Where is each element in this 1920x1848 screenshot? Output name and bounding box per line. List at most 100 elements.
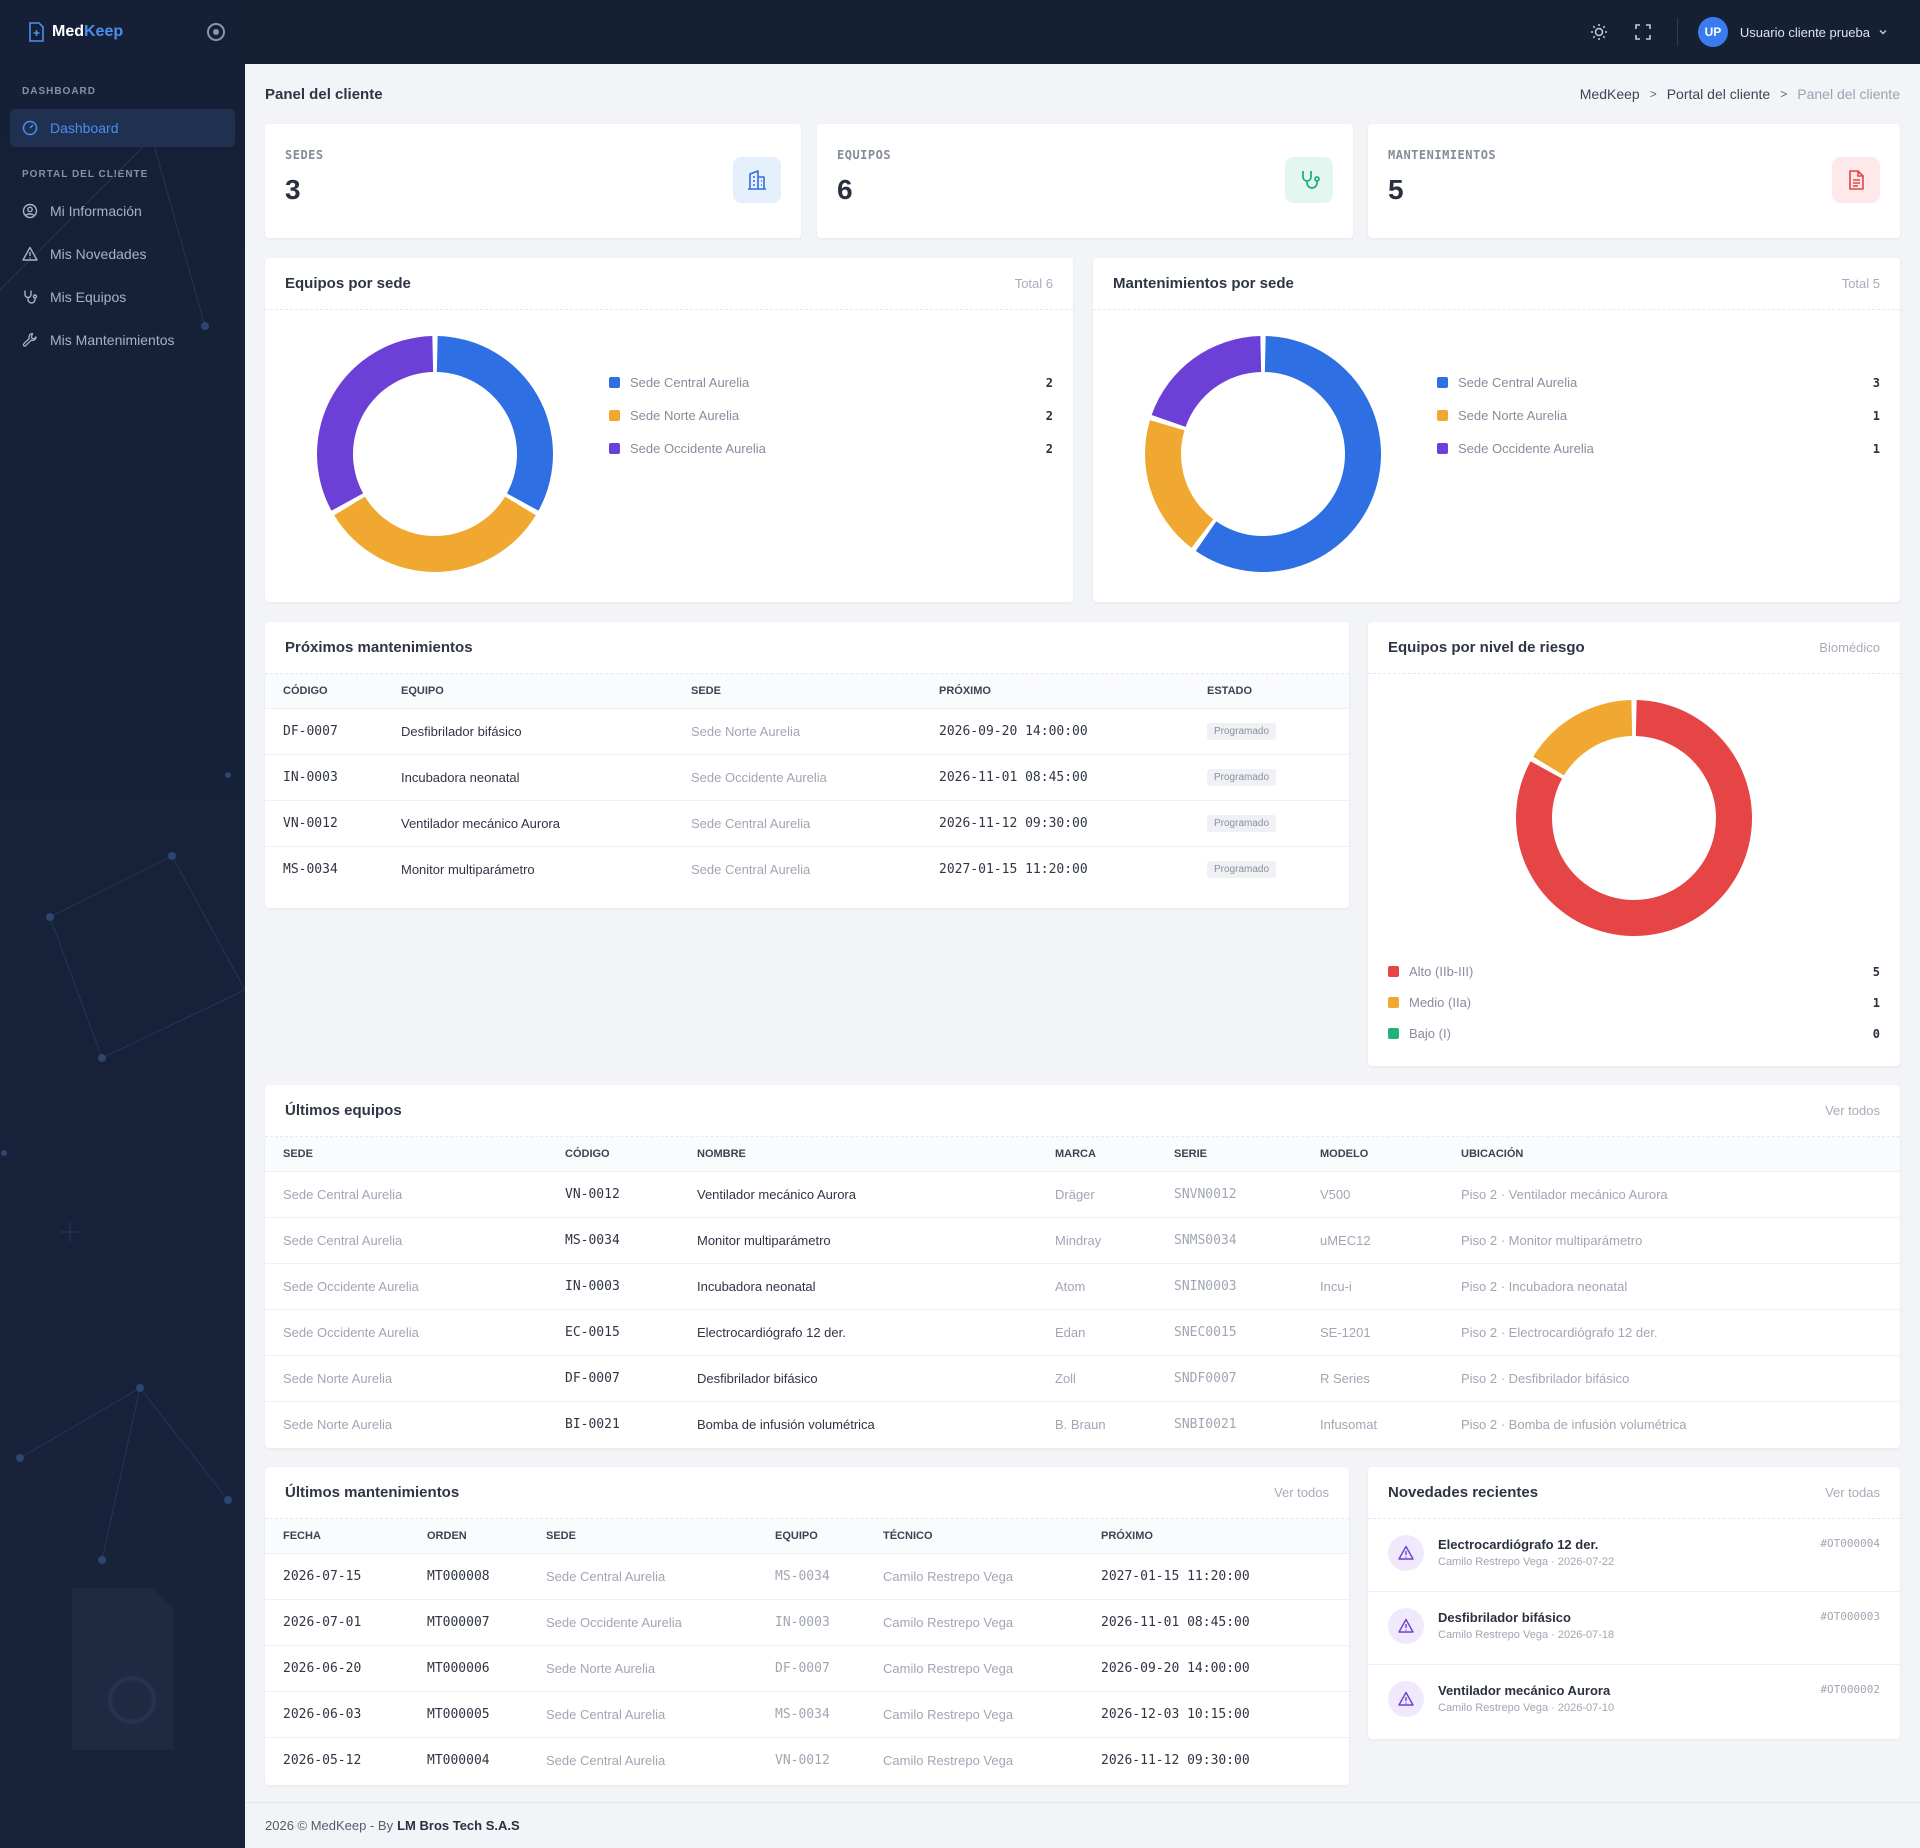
chevron-down-icon[interactable] bbox=[1878, 27, 1888, 37]
donut-slice-sede-central-aurelia[interactable] bbox=[1195, 336, 1381, 572]
ver-todos-equipos-link[interactable]: Ver todos bbox=[1825, 1103, 1880, 1118]
donut-slice-sede-norte-aurelia[interactable] bbox=[334, 496, 536, 572]
sidebar-toggle-button[interactable] bbox=[207, 23, 225, 41]
column-header[interactable]: SERIE bbox=[1156, 1137, 1302, 1172]
avatar[interactable]: UP bbox=[1697, 17, 1728, 47]
list-item[interactable]: Electrocardiógrafo 12 der. Camilo Restrep… bbox=[1368, 1519, 1900, 1592]
table-row[interactable]: 2026-06-20 MT000006 Sede Norte Aurelia DF-0… bbox=[265, 1645, 1349, 1692]
sidebar-item-mis-equipos[interactable]: Mis Equipos bbox=[10, 278, 235, 316]
column-header[interactable]: MARCA bbox=[1037, 1137, 1156, 1172]
donut-slice-sede-central-aurelia[interactable] bbox=[436, 336, 553, 511]
news-icon-box bbox=[1388, 1535, 1424, 1571]
legend-value: 2 bbox=[1045, 408, 1053, 423]
legend-value: 2 bbox=[1045, 441, 1053, 456]
column-header[interactable]: CÓDIGO bbox=[547, 1137, 679, 1172]
legend-entry[interactable]: Sede Occidente Aurelia 1 bbox=[1437, 432, 1880, 465]
table-row[interactable]: Sede Occidente Aurelia EC-0015 Electrocard… bbox=[265, 1309, 1900, 1356]
table-row[interactable]: DF-0007 Desfibrilador bifásico Sede Norte … bbox=[265, 708, 1349, 755]
wrench-icon bbox=[22, 332, 37, 347]
sidebar-item-mi-informacion[interactable]: Mi Información bbox=[10, 192, 235, 230]
table-row[interactable]: 2026-07-15 MT000008 Sede Central Aurelia MS… bbox=[265, 1553, 1349, 1600]
table-row[interactable]: 2026-06-03 MT000005 Sede Central Aurelia MS… bbox=[265, 1691, 1349, 1738]
donut-slice-alto-iib-iii-[interactable] bbox=[1516, 700, 1752, 936]
stat-card-equipos: EQUIPOS 6 bbox=[817, 124, 1353, 238]
column-header[interactable]: NOMBRE bbox=[679, 1137, 1037, 1172]
table-row[interactable]: Sede Central Aurelia VN-0012 Ventilador me… bbox=[265, 1171, 1900, 1218]
ver-todas-novedades-link[interactable]: Ver todas bbox=[1825, 1485, 1880, 1500]
column-header[interactable]: UBICACIÓN bbox=[1443, 1137, 1900, 1172]
column-header[interactable]: PRÓXIMO bbox=[921, 674, 1189, 709]
legend-label: Sede Central Aurelia bbox=[1458, 375, 1578, 390]
stat-value: 6 bbox=[837, 174, 853, 205]
sidebar-item-mis-mantenimientos[interactable]: Mis Mantenimientos bbox=[10, 321, 235, 359]
donut-slice-sede-norte-aurelia[interactable] bbox=[1145, 420, 1214, 548]
table-cell: Desfibrilador bifásico bbox=[383, 708, 673, 755]
sidebar-item-mis-novedades[interactable]: Mis Novedades bbox=[10, 235, 235, 273]
card-title: Últimos equipos bbox=[285, 1102, 402, 1119]
user-menu-name[interactable]: Usuario cliente prueba bbox=[1739, 24, 1870, 40]
breadcrumb-medkeep[interactable]: MedKeep bbox=[1579, 86, 1640, 102]
table-cell: 2026-11-01 08:45:00 bbox=[1083, 1599, 1349, 1646]
table-cell: IN-0003 bbox=[547, 1263, 679, 1310]
legend-value: 1 bbox=[1872, 995, 1880, 1010]
fullscreen-icon[interactable] bbox=[1633, 22, 1653, 42]
list-item[interactable]: Ventilador mecánico Aurora Camilo Restrep… bbox=[1368, 1665, 1900, 1738]
table-row[interactable]: 2026-07-01 MT000007 Sede Occidente Aurelia… bbox=[265, 1599, 1349, 1646]
legend-entry[interactable]: Sede Norte Aurelia 2 bbox=[609, 399, 1053, 432]
ver-todos-mantenimientos-link[interactable]: Ver todos bbox=[1274, 1485, 1329, 1500]
legend-entry[interactable]: Sede Occidente Aurelia 2 bbox=[609, 432, 1053, 465]
table-row[interactable]: MS-0034 Monitor multiparámetro Sede Centra… bbox=[265, 846, 1349, 892]
column-header[interactable]: PRÓXIMO bbox=[1083, 1519, 1349, 1554]
legend-value: 1 bbox=[1872, 441, 1880, 456]
legend-entry[interactable]: Sede Central Aurelia 3 bbox=[1437, 366, 1880, 399]
column-header[interactable]: EQUIPO bbox=[757, 1519, 865, 1554]
breadcrumb-portal[interactable]: Portal del cliente bbox=[1666, 86, 1771, 102]
legend-entry[interactable]: Sede Central Aurelia 2 bbox=[609, 366, 1053, 399]
brand[interactable]: MedKeep bbox=[0, 0, 245, 64]
table-cell: 2027-01-15 11:20:00 bbox=[939, 861, 1088, 877]
table-row[interactable]: Sede Norte Aurelia BI-0021 Bomba de infusi… bbox=[265, 1401, 1900, 1447]
column-header[interactable]: FECHA bbox=[265, 1519, 409, 1554]
table-cell: MS-0034 bbox=[757, 1691, 865, 1738]
legend-entry[interactable]: Medio (IIa) 1 bbox=[1388, 987, 1880, 1018]
legend-value: 3 bbox=[1872, 375, 1880, 390]
table-row[interactable]: IN-0003 Incubadora neonatal Sede Occidente… bbox=[265, 754, 1349, 801]
table-row[interactable]: Sede Central Aurelia MS-0034 Monitor multi… bbox=[265, 1217, 1900, 1264]
donut-slice-sede-occidente-aurelia[interactable] bbox=[317, 336, 434, 511]
table-row[interactable]: Sede Occidente Aurelia IN-0003 Incubadora … bbox=[265, 1263, 1900, 1310]
stethoscope-icon bbox=[1302, 171, 1320, 189]
sidebar-item-label: Dashboard bbox=[50, 120, 119, 136]
sun-theme-icon[interactable] bbox=[1589, 22, 1609, 42]
column-header[interactable]: ORDEN bbox=[409, 1519, 528, 1554]
column-header[interactable]: SEDE bbox=[265, 1137, 547, 1172]
table-cell: SNIN0003 bbox=[1156, 1263, 1302, 1310]
table-cell: IN-0003 bbox=[265, 754, 383, 801]
table-cell: Camilo Restrepo Vega bbox=[865, 1553, 1083, 1600]
list-item[interactable]: Desfibrilador bifásico Camilo Restrepo Ve… bbox=[1368, 1592, 1900, 1665]
legend-entry[interactable]: Sede Norte Aurelia 1 bbox=[1437, 399, 1880, 432]
column-header[interactable]: MODELO bbox=[1302, 1137, 1443, 1172]
table-row[interactable]: 2026-05-12 MT000004 Sede Central Aurelia VN… bbox=[265, 1737, 1349, 1783]
table-cell: Sede Occidente Aurelia bbox=[528, 1599, 757, 1646]
column-header[interactable]: CÓDIGO bbox=[265, 674, 383, 709]
table-row[interactable]: VN-0012 Ventilador mecánico Aurora Sede Ce… bbox=[265, 800, 1349, 847]
card-title: Equipos por sede bbox=[285, 275, 411, 292]
table-row[interactable]: Sede Norte Aurelia DF-0007 Desfibrilador b… bbox=[265, 1355, 1900, 1402]
column-header[interactable]: SEDE bbox=[528, 1519, 757, 1554]
card-header: Últimos equipos Ver todos bbox=[265, 1085, 1900, 1137]
column-header[interactable]: SEDE bbox=[673, 674, 921, 709]
sidebar-item-label: Mis Mantenimientos bbox=[50, 332, 175, 348]
table-cell: Bomba de infusión volumétrica bbox=[697, 1416, 875, 1432]
column-header[interactable]: EQUIPO bbox=[383, 674, 673, 709]
legend-swatch bbox=[1437, 377, 1448, 388]
stat-value: 3 bbox=[285, 174, 301, 205]
table-cell: Monitor multiparámetro bbox=[679, 1217, 1037, 1264]
sidebar-item-label: Mis Equipos bbox=[50, 289, 127, 305]
donut-slice-sede-occidente-aurelia[interactable] bbox=[1151, 336, 1262, 427]
column-header[interactable]: TÉCNICO bbox=[865, 1519, 1083, 1554]
legend-entry[interactable]: Alto (IIb-III) 5 bbox=[1388, 956, 1880, 987]
column-header[interactable]: ESTADO bbox=[1189, 674, 1349, 709]
sidebar-item-dashboard[interactable]: Dashboard bbox=[10, 109, 235, 147]
donut-slice-medio-iia-[interactable] bbox=[1533, 700, 1633, 776]
legend-entry[interactable]: Bajo (I) 0 bbox=[1388, 1018, 1880, 1049]
